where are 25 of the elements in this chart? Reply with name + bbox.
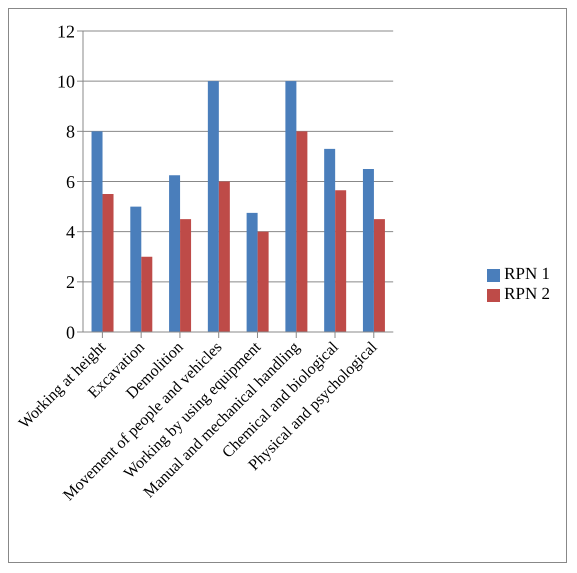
y-tick-label: 10 xyxy=(57,72,75,92)
bar xyxy=(296,131,308,332)
bar xyxy=(335,190,346,332)
y-tick-label: 2 xyxy=(66,272,75,292)
bar xyxy=(208,81,219,332)
bar xyxy=(169,175,180,332)
y-tick-label: 6 xyxy=(66,172,75,192)
bar xyxy=(246,212,258,332)
legend-label: RPN 1 xyxy=(504,264,550,283)
bar xyxy=(92,131,103,332)
bar xyxy=(374,219,385,332)
y-tick-label: 12 xyxy=(57,21,75,42)
bar xyxy=(141,256,152,332)
bar xyxy=(130,206,142,332)
y-tick-label: 4 xyxy=(66,222,75,242)
bar xyxy=(324,148,336,332)
bar xyxy=(102,194,114,332)
bar xyxy=(362,168,374,332)
bar xyxy=(180,219,192,332)
bar xyxy=(258,232,269,332)
y-tick-label: 0 xyxy=(66,322,75,342)
legend-label: RPN 2 xyxy=(504,284,550,303)
bar xyxy=(218,182,230,332)
bar xyxy=(285,81,296,332)
y-tick-label: 8 xyxy=(66,122,75,142)
